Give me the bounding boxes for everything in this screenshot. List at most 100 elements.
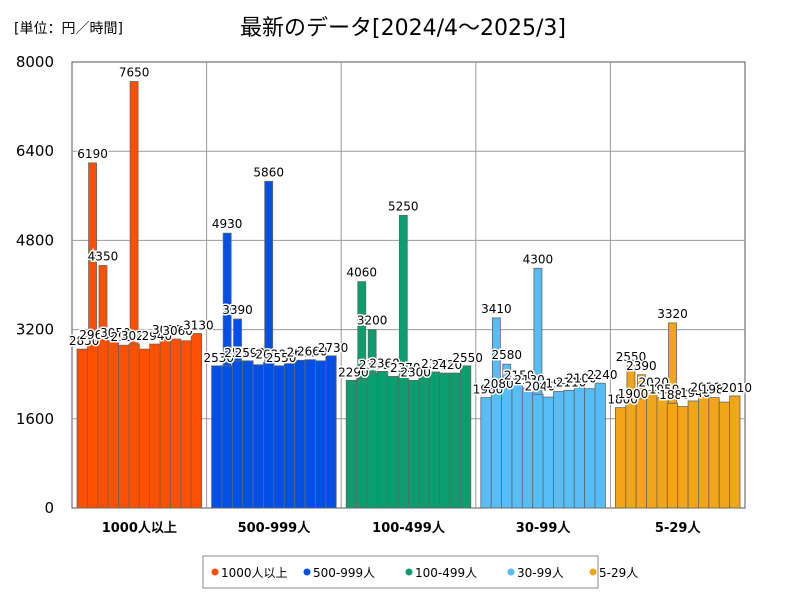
data-label: 2590 [235, 346, 266, 360]
bar [521, 387, 534, 509]
legend-label: 100-499人 [415, 566, 477, 580]
bar [170, 338, 182, 509]
legend-label: 1000人以上 [221, 566, 288, 580]
data-label: 2240 [587, 368, 618, 382]
data-label: 2620 [255, 347, 286, 361]
bar [677, 406, 689, 509]
bar [211, 365, 223, 509]
data-label: 1990 [545, 376, 576, 390]
legend-label: 500-999人 [313, 566, 375, 580]
bar [283, 363, 296, 509]
bar [460, 365, 472, 509]
bar [428, 371, 441, 509]
bar-spike [357, 281, 367, 380]
bar [584, 388, 596, 509]
bar-spike [502, 363, 512, 389]
legend-marker [211, 568, 219, 576]
spike-label: 2580 [491, 348, 522, 362]
data-label: 2100 [566, 371, 597, 385]
bar-spike [233, 318, 242, 362]
data-label: 2420 [432, 358, 463, 372]
bar [594, 382, 606, 509]
y-tick-label: 3200 [16, 321, 54, 339]
bar [718, 401, 731, 509]
data-label: 1800 [607, 393, 638, 407]
bar [573, 386, 586, 509]
bar [159, 337, 171, 509]
bar [118, 344, 130, 509]
bar [490, 391, 502, 509]
spike-label: 6190 [77, 147, 108, 161]
data-label: 2130 [514, 373, 545, 387]
bar-spike [398, 214, 408, 377]
legend-label: 5-29人 [599, 566, 638, 580]
bar [625, 401, 637, 509]
data-label: 1980 [473, 383, 504, 397]
data-label: 2150 [504, 369, 535, 383]
data-label: 2110 [556, 375, 587, 389]
bar [656, 397, 668, 509]
bar [273, 365, 285, 509]
y-tick-label: 1600 [16, 410, 54, 428]
data-label: 2960 [79, 328, 110, 342]
bar [449, 372, 461, 509]
legend-box [202, 555, 599, 589]
x-category-label: 1000人以上 [102, 520, 177, 536]
data-label: 2940 [142, 329, 173, 343]
bar-spike [626, 365, 636, 403]
data-label: 2550 [224, 346, 255, 360]
unit-label: [単位：円／時間] [14, 21, 123, 37]
data-label: 2370 [421, 357, 452, 371]
bar [221, 365, 233, 509]
bar [687, 400, 699, 509]
bar-spike [491, 317, 501, 393]
data-label: 3050 [152, 323, 183, 337]
bar [615, 407, 627, 509]
bar [698, 394, 710, 509]
data-label: 2550 [452, 351, 483, 365]
bar-spike [264, 180, 274, 363]
y-tick-label: 4800 [16, 231, 54, 249]
data-label: 2660 [297, 345, 328, 359]
data-label: 2360 [369, 356, 400, 370]
data-label: 1980 [701, 383, 732, 397]
chart-title: 最新のデータ[2024/4～2025/3] [240, 16, 566, 41]
x-category-label: 500-999人 [238, 520, 312, 536]
bar [511, 383, 523, 509]
bar [439, 372, 451, 509]
data-label: 2850 [69, 334, 100, 348]
spike-label: 3390 [222, 303, 253, 317]
x-category-label: 5-29人 [655, 520, 702, 536]
data-label: 2020 [690, 380, 721, 394]
data-label: 2040 [525, 379, 556, 393]
bar-spike [88, 162, 97, 344]
data-label: 2530 [204, 351, 235, 365]
bar [635, 398, 647, 509]
bar [252, 364, 264, 509]
bar [408, 379, 420, 509]
bar [542, 396, 554, 509]
bar [231, 360, 244, 509]
y-tick-label: 6400 [16, 142, 54, 160]
y-tick-label: 8000 [16, 53, 54, 71]
bar [107, 340, 119, 509]
bar [138, 348, 151, 509]
data-label: 1950 [649, 383, 680, 397]
bar [180, 340, 192, 509]
bar [708, 397, 720, 509]
bar-spike [636, 374, 646, 400]
data-label: 2370 [390, 361, 421, 375]
bar-spike [129, 81, 139, 345]
bar [345, 379, 357, 509]
spike-label: 4350 [88, 249, 119, 263]
bar [325, 355, 337, 509]
legend-marker [405, 568, 413, 576]
data-label: 2650 [287, 345, 318, 359]
spike-label: 2550 [616, 350, 647, 364]
bar [553, 391, 565, 509]
data-label: 2320 [359, 358, 390, 372]
data-label: 2020 [638, 375, 669, 389]
data-label: 3130 [183, 319, 214, 333]
bar [501, 387, 513, 509]
bar-spike [222, 232, 232, 367]
